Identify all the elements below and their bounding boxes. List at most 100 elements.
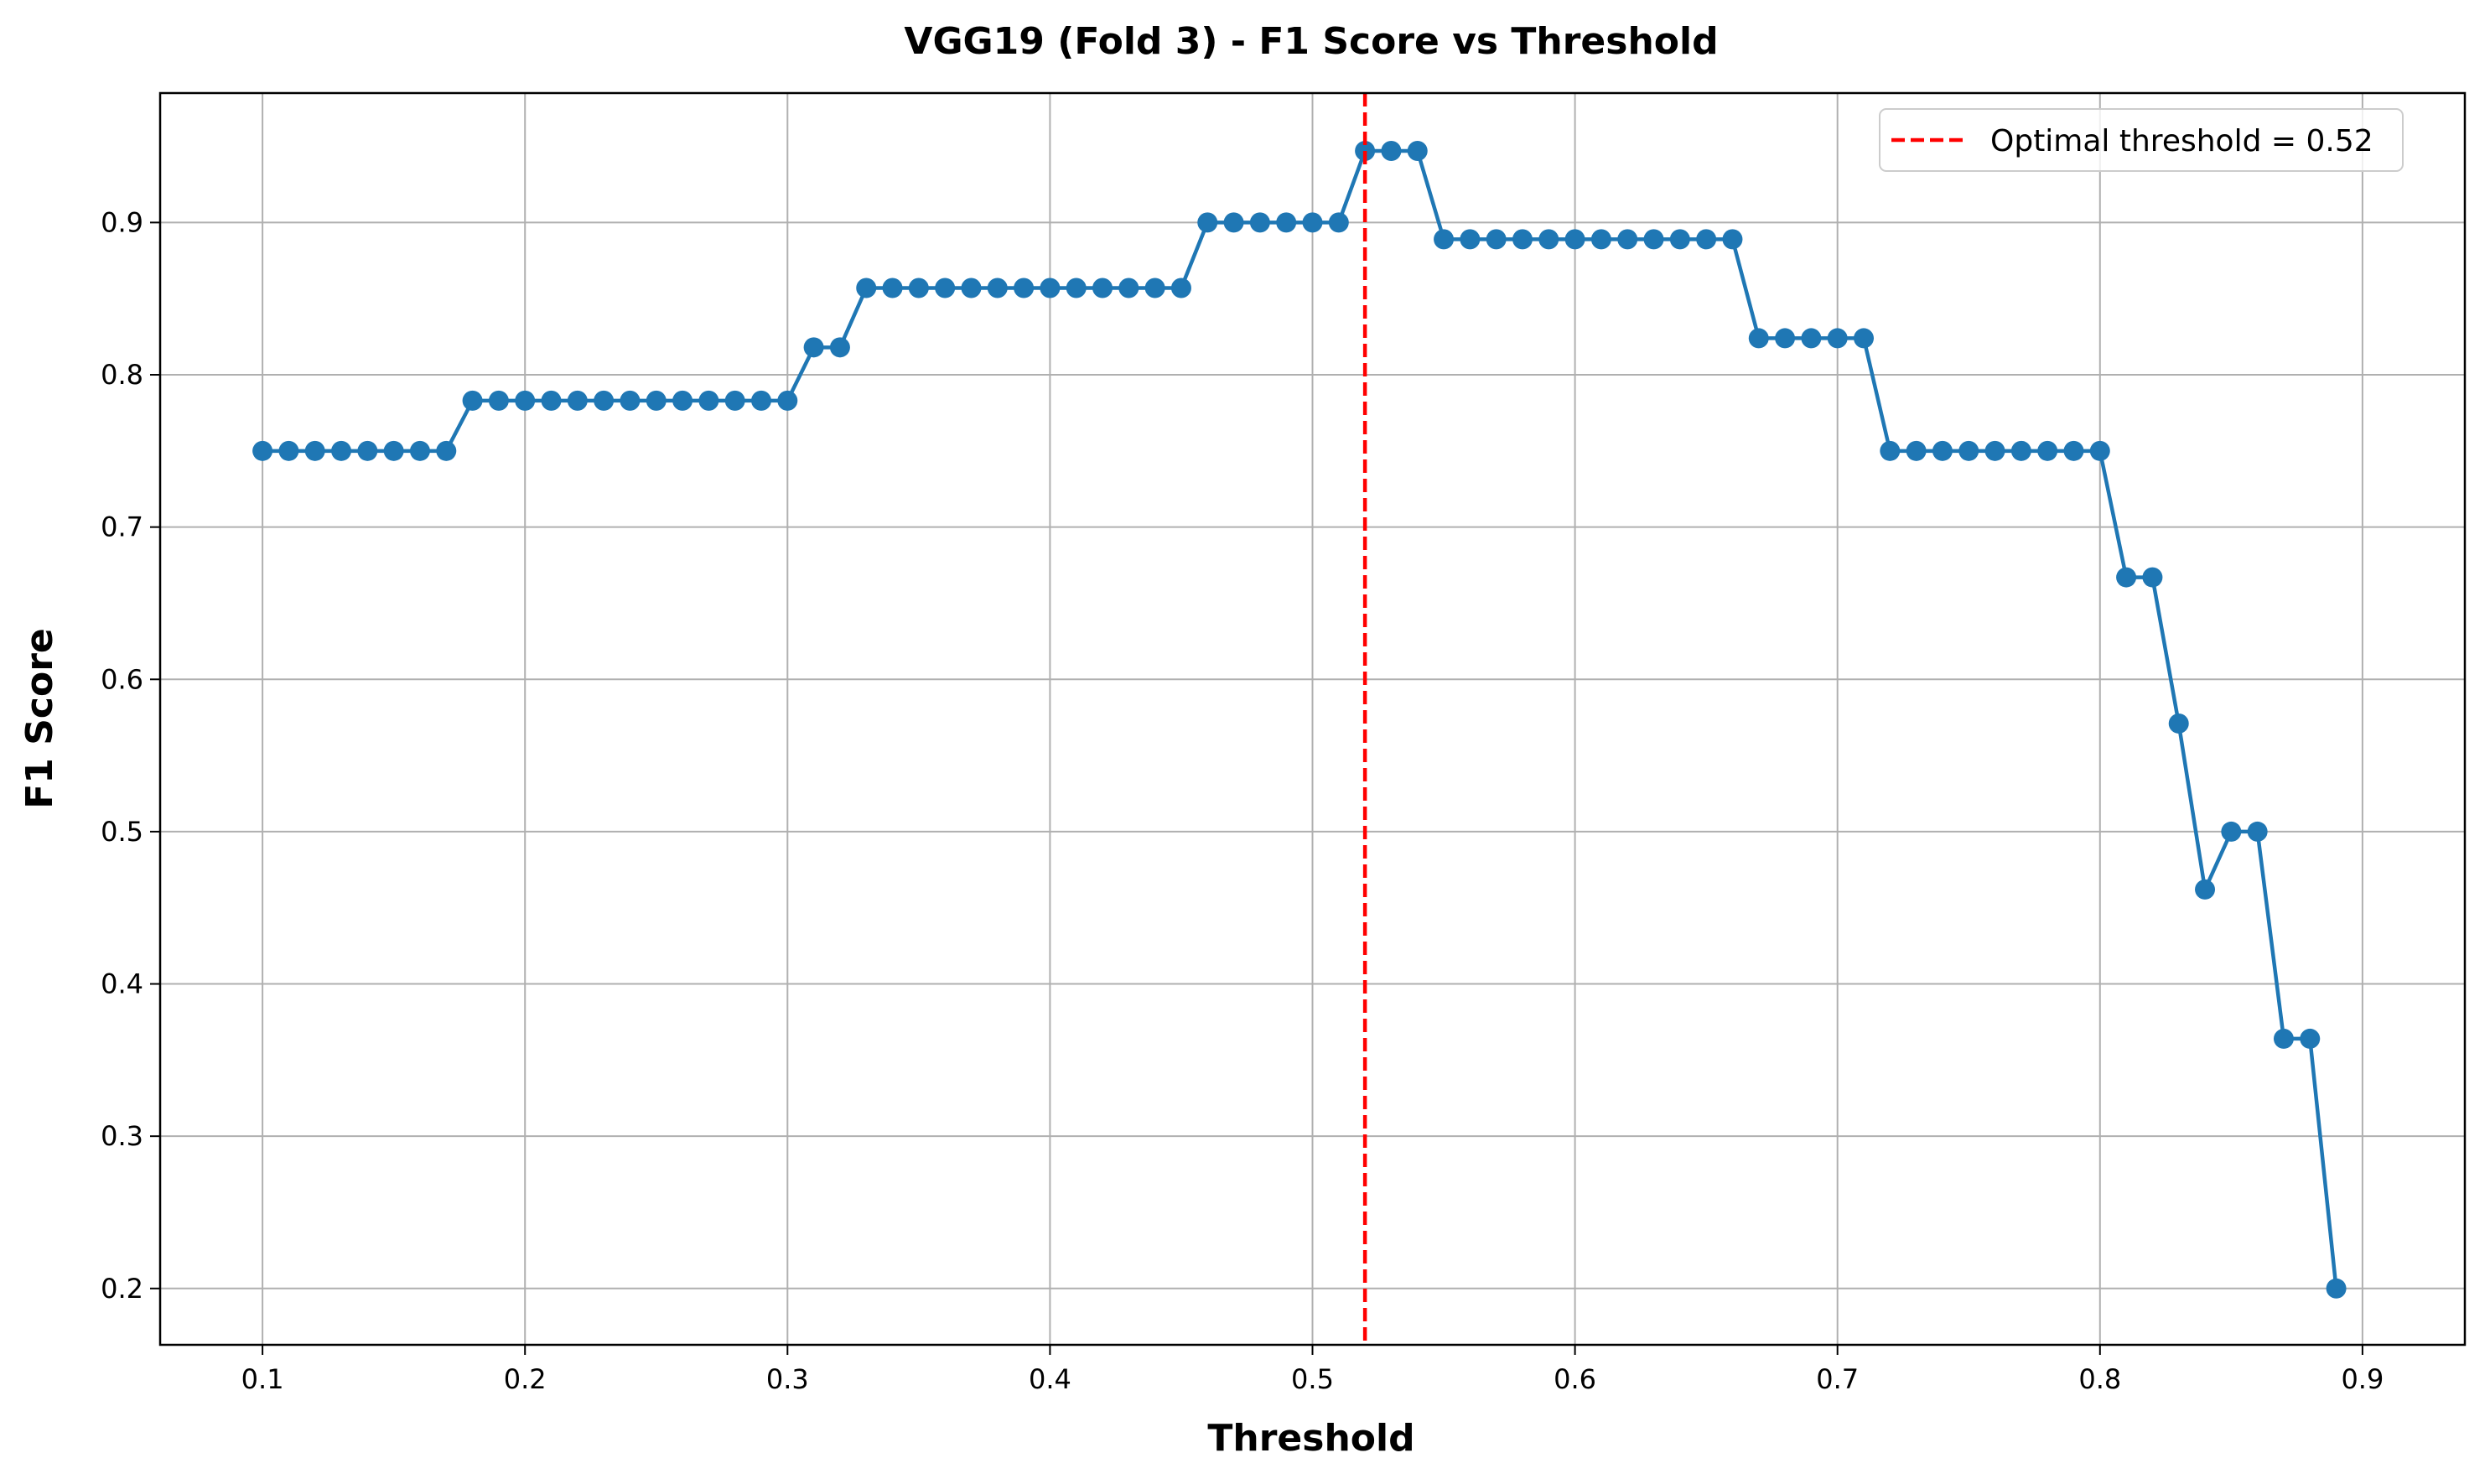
data-point <box>1906 440 1927 461</box>
data-point <box>1880 440 1901 461</box>
x-tick-label: 0.4 <box>1029 1363 1071 1395</box>
data-point <box>462 390 483 411</box>
data-point <box>724 390 745 411</box>
y-tick-label: 0.4 <box>101 968 143 1000</box>
data-point <box>515 390 536 411</box>
x-tick-label: 0.9 <box>2341 1363 2384 1395</box>
x-tick-label: 0.5 <box>1291 1363 1334 1395</box>
data-point <box>2089 440 2110 461</box>
data-point <box>1249 212 1270 233</box>
y-axis-ticks: 0.2 0.3 0.4 0.5 0.6 0.7 0.8 0.9 <box>101 206 160 1305</box>
data-point <box>1118 278 1139 298</box>
data-point <box>1932 440 1953 461</box>
data-point <box>2063 440 2084 461</box>
data-point <box>541 390 562 411</box>
data-point <box>1407 141 1428 162</box>
data-point <box>1302 212 1323 233</box>
data-point <box>1434 229 1455 250</box>
y-tick-label: 0.7 <box>101 511 143 543</box>
x-tick-label: 0.1 <box>241 1363 284 1395</box>
data-point <box>856 278 877 298</box>
data-point <box>2273 1028 2294 1049</box>
data-point <box>1486 229 1507 250</box>
data-point <box>1854 328 1875 349</box>
data-point <box>1040 278 1061 298</box>
data-point <box>1617 229 1638 250</box>
data-point <box>1144 278 1165 298</box>
x-tick-label: 0.7 <box>1816 1363 1859 1395</box>
data-point <box>1092 278 1113 298</box>
data-point <box>1564 229 1585 250</box>
data-point <box>620 390 641 411</box>
data-point <box>594 390 615 411</box>
data-point <box>1801 328 1822 349</box>
data-point <box>935 278 956 298</box>
data-point <box>357 440 378 461</box>
y-tick-label: 0.3 <box>101 1120 143 1152</box>
grid <box>160 93 2465 1345</box>
data-point <box>2221 821 2242 842</box>
data-point <box>1328 212 1349 233</box>
data-point <box>2010 440 2031 461</box>
data-point <box>1958 440 1979 461</box>
data-point <box>409 440 430 461</box>
data-point <box>750 390 771 411</box>
legend: Optimal threshold = 0.52 <box>1879 108 2404 172</box>
legend-label: Optimal threshold = 0.52 <box>1990 124 2373 158</box>
data-point <box>2037 440 2058 461</box>
data-point <box>383 440 404 461</box>
data-point <box>252 440 273 461</box>
data-point <box>278 440 299 461</box>
data-point <box>803 337 824 358</box>
data-point <box>1014 278 1035 298</box>
data-point <box>488 390 509 411</box>
data-point <box>304 440 325 461</box>
y-tick-label: 0.9 <box>101 206 143 238</box>
data-point <box>1984 440 2005 461</box>
data-point <box>1669 229 1690 250</box>
data-point <box>987 278 1008 298</box>
data-point <box>1775 328 1796 349</box>
data-point <box>908 278 929 298</box>
data-series <box>252 141 2347 1299</box>
x-tick-label: 0.3 <box>766 1363 809 1395</box>
data-point <box>1197 212 1218 233</box>
legend-box <box>1879 108 2404 172</box>
data-point <box>1643 229 1664 250</box>
data-point <box>436 440 457 461</box>
data-point <box>777 390 798 411</box>
data-point <box>1223 212 1244 233</box>
data-point <box>1696 229 1717 250</box>
data-point <box>1460 229 1481 250</box>
data-point <box>2247 821 2268 842</box>
data-point <box>1066 278 1087 298</box>
chart-title: VGG19 (Fold 3) - F1 Score vs Threshold <box>904 20 1718 63</box>
data-point <box>1381 141 1402 162</box>
y-tick-label: 0.5 <box>101 816 143 848</box>
data-point <box>2116 567 2137 588</box>
data-point <box>672 390 693 411</box>
x-tick-label: 0.8 <box>2078 1363 2121 1395</box>
data-point <box>567 390 588 411</box>
data-point <box>1276 212 1297 233</box>
x-tick-label: 0.6 <box>1554 1363 1596 1395</box>
data-point <box>961 278 982 298</box>
data-point <box>1748 328 1769 349</box>
x-axis-ticks: 0.1 0.2 0.3 0.4 0.5 0.6 0.7 0.8 0.9 <box>241 1345 2384 1395</box>
data-point <box>2195 879 2216 900</box>
data-point <box>1538 229 1559 250</box>
data-point <box>2300 1028 2321 1049</box>
y-tick-label: 0.8 <box>101 359 143 391</box>
x-tick-label: 0.2 <box>504 1363 547 1395</box>
data-point <box>882 278 903 298</box>
data-point <box>1722 229 1743 250</box>
data-point <box>1170 278 1191 298</box>
y-tick-label: 0.2 <box>101 1273 143 1305</box>
x-axis-label: Threshold <box>1207 1417 1414 1460</box>
data-point <box>646 390 667 411</box>
data-point <box>331 440 352 461</box>
data-point <box>1590 229 1611 250</box>
y-axis-label: F1 Score <box>18 628 61 809</box>
data-point <box>698 390 719 411</box>
